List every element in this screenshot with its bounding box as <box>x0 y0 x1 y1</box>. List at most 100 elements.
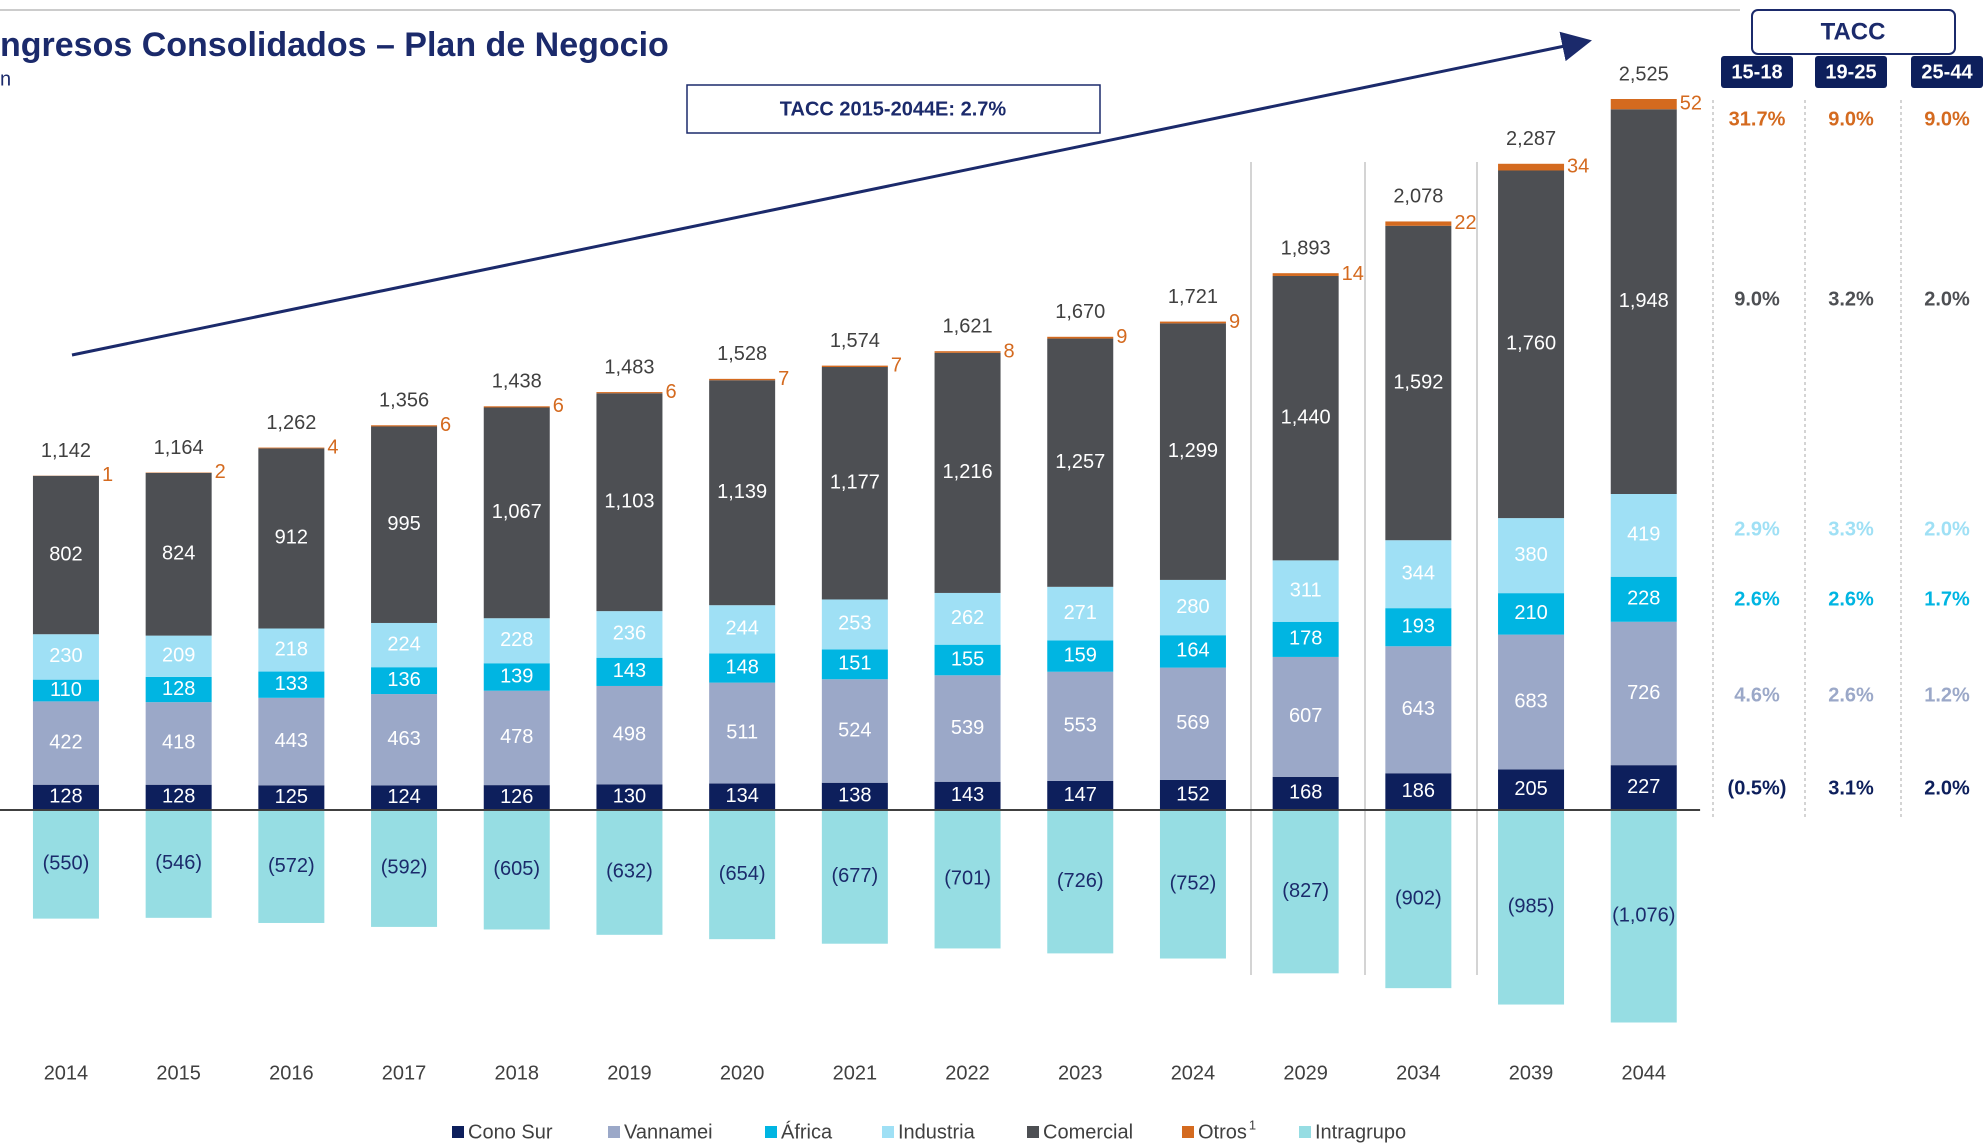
data-label: (902) <box>1395 887 1442 909</box>
bar-segment <box>1272 656 1339 777</box>
data-label: 6 <box>440 414 451 436</box>
data-label: 1,216 <box>943 461 993 483</box>
bar-segment <box>1498 163 1565 171</box>
bar-segment <box>258 671 325 698</box>
total-label: 1,356 <box>379 390 429 412</box>
bar-segment <box>371 810 438 927</box>
bar-segment <box>821 365 888 368</box>
table-cell: 2.0% <box>1924 777 1970 799</box>
bar-segment <box>596 784 663 810</box>
x-tick-label: 2016 <box>269 1062 314 1084</box>
data-label: 524 <box>838 719 871 741</box>
data-label: 52 <box>1680 92 1702 114</box>
bar-segment <box>1385 810 1452 989</box>
data-label: 138 <box>838 785 871 807</box>
data-label: 7 <box>891 355 902 377</box>
bar-segment <box>145 676 212 703</box>
data-label: 253 <box>838 613 871 635</box>
data-label: 126 <box>500 786 533 808</box>
bar-segment <box>1385 225 1452 541</box>
data-label: 6 <box>553 395 564 417</box>
annotation: TACC 2015-2044E: 2.7% <box>780 98 1007 120</box>
data-label: 186 <box>1402 780 1435 802</box>
data-label: 478 <box>500 726 533 748</box>
table-header-box <box>1751 9 1956 55</box>
legend-swatch <box>452 1126 464 1138</box>
bar-segment <box>709 605 776 654</box>
data-label: (677) <box>831 865 878 887</box>
bar-segment <box>821 679 888 783</box>
data-label: 151 <box>838 653 871 675</box>
bar-segment <box>934 352 1001 593</box>
data-label: 218 <box>275 638 308 660</box>
column-header-box <box>1721 56 1793 88</box>
bar-segment <box>934 351 1001 353</box>
bar-segment <box>145 784 212 810</box>
data-label: 463 <box>387 728 420 750</box>
data-label: 1,299 <box>1168 440 1218 462</box>
x-tick-label: 2024 <box>1171 1062 1216 1084</box>
data-label: 22 <box>1454 212 1476 234</box>
total-label: 1,483 <box>604 356 654 378</box>
data-label: 726 <box>1627 682 1660 704</box>
data-label: 236 <box>613 623 646 645</box>
x-tick-label: 2029 <box>1283 1062 1328 1084</box>
total-label: 2,078 <box>1393 186 1443 208</box>
data-label: 1,760 <box>1506 333 1556 355</box>
data-label: 139 <box>500 665 533 687</box>
data-label: 1,103 <box>604 490 654 512</box>
data-label: 134 <box>725 785 758 807</box>
data-label: 205 <box>1514 778 1547 800</box>
data-label: (752) <box>1170 873 1217 895</box>
data-label: 159 <box>1064 644 1097 666</box>
data-label: 178 <box>1289 628 1322 650</box>
bar-segment <box>709 653 776 683</box>
bar-segment <box>1159 779 1226 810</box>
data-label: (572) <box>268 855 315 877</box>
bar-segment <box>1272 810 1339 974</box>
x-tick-label: 2034 <box>1396 1062 1441 1084</box>
data-label: 539 <box>951 717 984 739</box>
data-label: 228 <box>1627 588 1660 610</box>
data-label: (592) <box>381 857 428 879</box>
data-label: 262 <box>951 607 984 629</box>
data-label: 224 <box>387 633 420 655</box>
bar-segment <box>1498 810 1565 1005</box>
data-label: 164 <box>1176 640 1209 662</box>
data-label: 1,948 <box>1619 290 1669 312</box>
data-label: 136 <box>387 669 420 691</box>
bar-segment <box>821 599 888 650</box>
bar-segment <box>483 407 550 619</box>
data-label: 209 <box>162 645 195 667</box>
bar-segment <box>596 392 663 394</box>
bar-segment <box>32 679 99 702</box>
bar-segment <box>1047 586 1114 641</box>
separators <box>1250 100 1902 975</box>
bar-segment <box>1498 593 1565 635</box>
data-label: 1,067 <box>492 501 542 523</box>
bar-segment <box>1159 579 1226 636</box>
total-label: 1,528 <box>717 343 767 365</box>
bar-segment <box>371 426 438 623</box>
data-label: 802 <box>49 543 82 565</box>
total-label: 1,721 <box>1168 286 1218 308</box>
data-label: 143 <box>613 660 646 682</box>
table-cell: 2.6% <box>1734 588 1780 610</box>
data-label: 1,592 <box>1393 371 1443 393</box>
bar-segment <box>32 634 99 680</box>
total-label: 2,287 <box>1506 128 1556 150</box>
data-label: 148 <box>725 656 758 678</box>
table-cell: 3.1% <box>1828 777 1874 799</box>
bar-segment <box>596 393 663 612</box>
x-tick-label: 2021 <box>833 1062 878 1084</box>
data-label: 168 <box>1289 782 1322 804</box>
x-tick-label: 2023 <box>1058 1062 1103 1084</box>
data-label: 228 <box>500 629 533 651</box>
data-label: 9 <box>1229 311 1240 333</box>
data-label: 607 <box>1289 705 1322 727</box>
data-label: 569 <box>1176 712 1209 734</box>
x-tick-label: 2017 <box>382 1062 427 1084</box>
data-label: 643 <box>1402 698 1435 720</box>
total-label: 1,438 <box>492 371 542 393</box>
